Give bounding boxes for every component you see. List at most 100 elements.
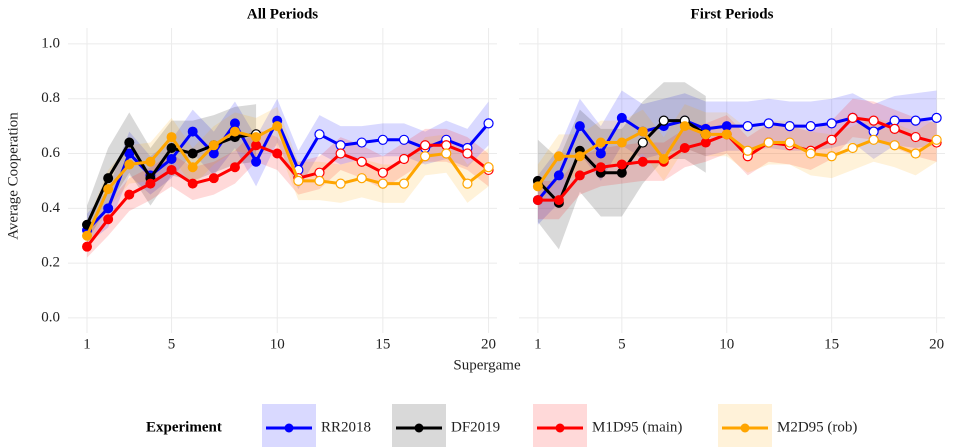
data-point	[187, 126, 198, 137]
x-tick-label: 15	[824, 336, 839, 352]
data-point	[335, 178, 346, 189]
data-point	[103, 184, 114, 195]
x-tick-label: 5	[168, 336, 176, 352]
data-point	[314, 129, 325, 140]
y-tick-label: 0.2	[41, 255, 60, 271]
data-point	[679, 121, 690, 132]
data-point	[889, 123, 900, 134]
data-point	[145, 178, 156, 189]
data-point	[124, 137, 135, 148]
data-point	[763, 137, 774, 148]
data-point	[251, 132, 262, 143]
data-point	[272, 148, 283, 159]
data-point	[658, 115, 669, 126]
data-point	[377, 178, 388, 189]
data-point	[826, 151, 837, 162]
y-tick-label: 0.4	[41, 200, 60, 216]
series-line	[85, 124, 490, 237]
x-tick-label: 10	[270, 336, 285, 352]
data-point	[805, 121, 816, 132]
confidence-band	[537, 90, 937, 225]
data-point	[229, 118, 240, 129]
confidence-band	[87, 128, 489, 258]
data-point	[910, 115, 921, 126]
data-point	[377, 167, 388, 178]
data-point	[784, 137, 795, 148]
x-tick-label: 10	[719, 336, 734, 352]
data-point	[616, 167, 627, 178]
data-point	[462, 148, 473, 159]
data-point	[462, 178, 473, 189]
confidence-band	[537, 104, 937, 209]
data-point	[82, 230, 93, 241]
data-point	[658, 153, 669, 164]
data-point	[763, 118, 774, 129]
data-point	[574, 151, 585, 162]
data-point	[356, 137, 367, 148]
panel-background	[519, 28, 945, 333]
panel-title: All Periods	[247, 6, 318, 22]
data-point	[124, 189, 135, 200]
data-point	[272, 121, 283, 132]
data-point	[377, 134, 388, 145]
data-point	[826, 134, 837, 145]
data-point	[637, 137, 648, 148]
data-point	[721, 129, 732, 140]
x-axis-label: Supergame	[453, 357, 521, 373]
data-point	[166, 143, 177, 154]
data-point	[868, 115, 879, 126]
data-point	[124, 148, 135, 159]
data-point	[532, 195, 543, 206]
data-point	[574, 170, 585, 181]
legend-marker	[284, 423, 294, 433]
data-point	[441, 148, 452, 159]
data-point	[889, 140, 900, 151]
data-point	[293, 175, 304, 187]
x-tick-label: 20	[929, 336, 944, 352]
data-point	[553, 170, 564, 181]
confidence-band	[537, 98, 937, 220]
y-tick-label: 0.8	[41, 90, 60, 106]
data-point	[208, 173, 219, 184]
data-point	[553, 151, 564, 162]
data-point	[616, 159, 627, 170]
data-point	[124, 159, 135, 170]
data-point	[82, 241, 93, 252]
legend-label: M1D95 (main)	[592, 419, 682, 435]
data-point	[483, 118, 494, 129]
data-point	[931, 112, 942, 123]
data-point	[868, 134, 879, 145]
x-tick-label: 15	[375, 336, 390, 352]
legend-marker	[414, 423, 424, 433]
data-point	[616, 137, 627, 148]
data-point	[398, 153, 410, 165]
legend-marker	[740, 423, 750, 433]
data-point	[721, 121, 732, 132]
data-point	[187, 148, 198, 159]
y-axis-label: Average Cooperation	[5, 112, 21, 240]
legend-marker	[555, 423, 565, 433]
data-point	[314, 175, 325, 187]
data-point	[679, 143, 690, 154]
data-point	[616, 112, 627, 123]
x-tick-label: 1	[83, 336, 91, 352]
y-tick-label: 1.0	[41, 35, 60, 51]
data-point	[166, 153, 177, 164]
data-point	[595, 162, 606, 173]
data-point	[103, 214, 114, 225]
x-tick-label: 20	[481, 336, 496, 352]
data-point	[483, 162, 494, 173]
data-point	[847, 142, 858, 154]
data-point	[595, 148, 606, 159]
data-point	[103, 173, 114, 184]
data-point	[229, 126, 240, 137]
legend-title: Experiment	[146, 419, 222, 435]
data-point	[398, 178, 410, 189]
data-point	[420, 140, 431, 151]
data-point	[595, 137, 606, 148]
data-point	[910, 148, 921, 159]
data-point	[208, 140, 219, 151]
data-point	[637, 126, 648, 137]
data-point	[784, 121, 795, 132]
